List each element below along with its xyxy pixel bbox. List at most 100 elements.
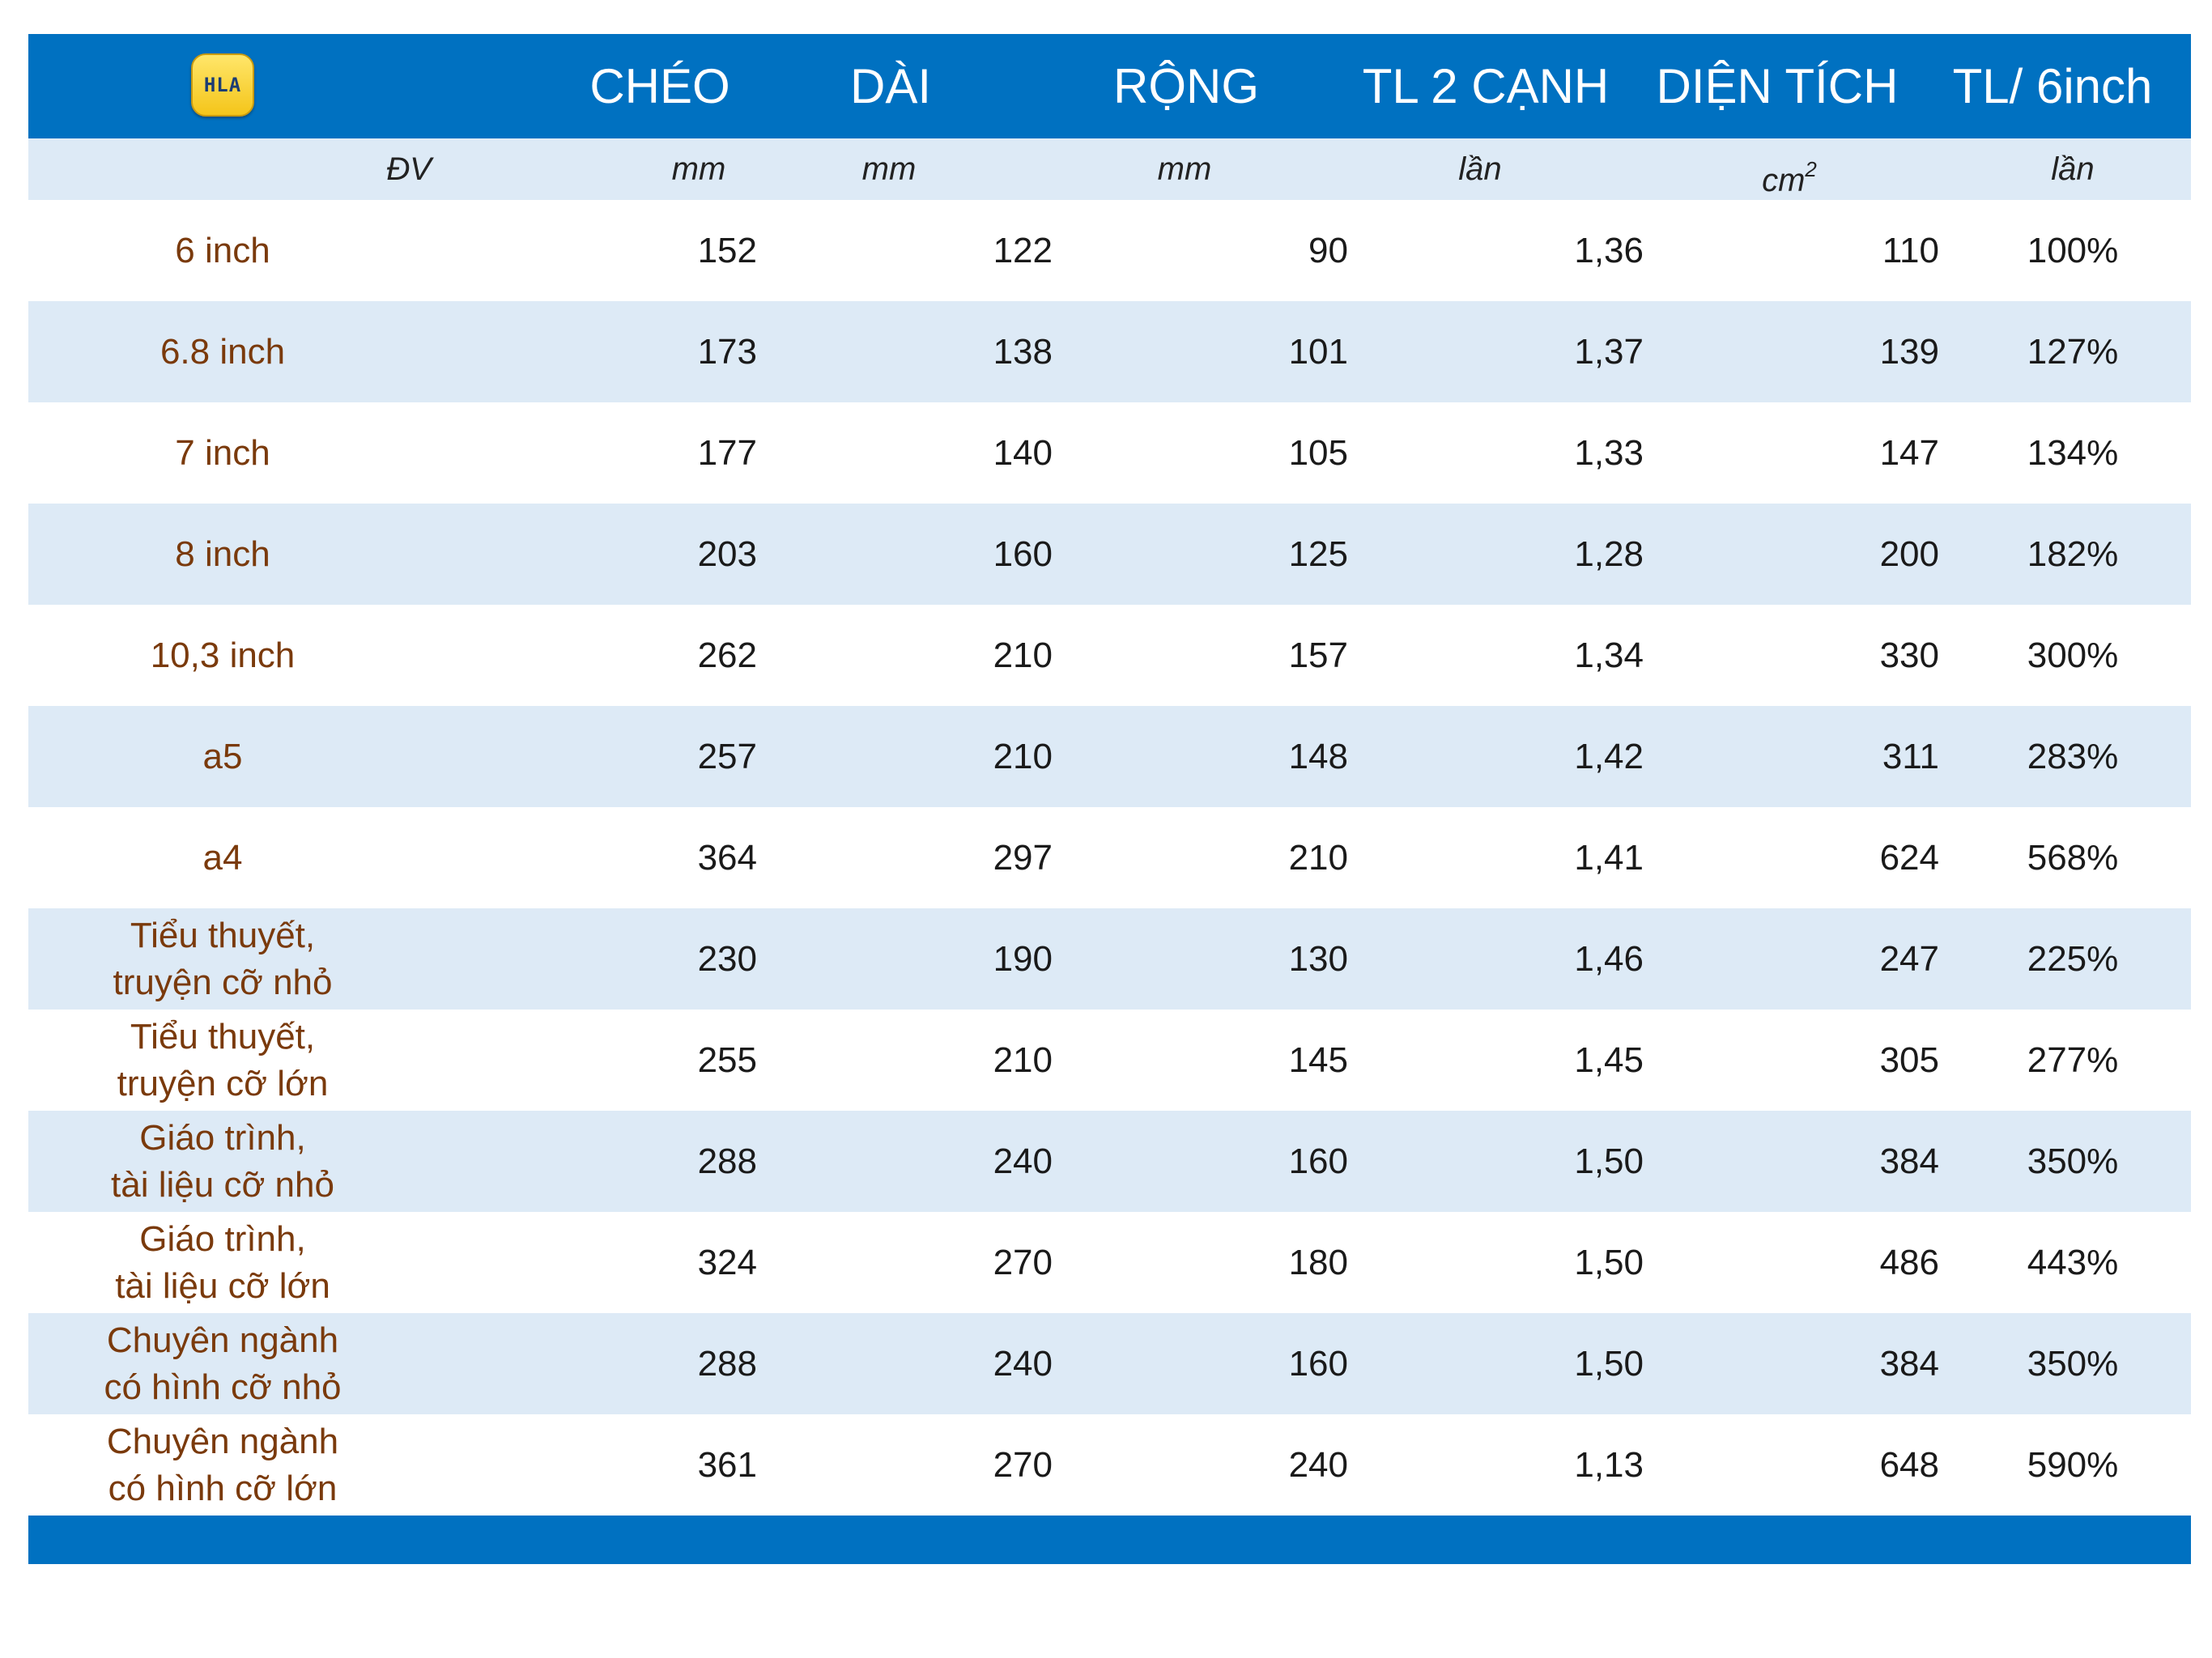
cell-dien-tich: 139 — [1879, 332, 1939, 372]
cell-cheo: 230 — [697, 939, 757, 979]
table-row: Chuyên ngành có hình cỡ nhỏ 288 240 160 1,50… — [28, 1313, 2191, 1414]
cell-dai: 122 — [993, 231, 1053, 270]
cell-tl-6inch: 127% — [2027, 332, 2119, 372]
cell-dai: 270 — [993, 1445, 1053, 1485]
cell-size-name: Tiểu thuyết, truyện cỡ lớn — [117, 1016, 329, 1103]
cell-tl-2-canh: 1,13 — [1574, 1445, 1644, 1485]
table-row: 10,3 inch 262 210 157 1,34 330 300% — [28, 605, 2191, 706]
cell-dai: 210 — [993, 737, 1053, 776]
cell-cheo: 361 — [697, 1445, 757, 1485]
cell-size-name: Giáo trình, tài liệu cỡ nhỏ — [111, 1117, 334, 1205]
cell-rong: 101 — [1288, 332, 1348, 372]
header-tl-6inch: TL/ 6inch — [1952, 59, 2153, 113]
cell-tl-2-canh: 1,34 — [1574, 636, 1644, 675]
cell-tl-6inch: 350% — [2027, 1344, 2119, 1384]
cell-rong: 105 — [1288, 433, 1348, 473]
cell-dai: 297 — [993, 838, 1053, 878]
cell-dien-tich: 247 — [1879, 939, 1939, 979]
cell-rong: 160 — [1288, 1344, 1348, 1384]
cell-cheo: 364 — [697, 838, 757, 878]
cell-size-name: 6.8 inch — [160, 331, 286, 372]
table-row: Tiểu thuyết, truyện cỡ lớn 255 210 145 1,45 3… — [28, 1010, 2191, 1111]
cell-tl-6inch: 100% — [2027, 231, 2119, 270]
cell-dai: 140 — [993, 433, 1053, 473]
cell-tl-6inch: 225% — [2027, 939, 2119, 979]
cell-rong: 130 — [1288, 939, 1348, 979]
cell-tl-2-canh: 1,50 — [1574, 1243, 1644, 1282]
cell-rong: 160 — [1288, 1141, 1348, 1181]
table-row: 6 inch 152 122 90 1,36 110 100% — [28, 200, 2191, 301]
cell-cheo: 288 — [697, 1344, 757, 1384]
cell-tl-6inch: 182% — [2027, 534, 2119, 574]
table-header: HLA CHÉO DÀI RỘNG TL 2 CẠNH DIỆN TÍCH TL… — [28, 34, 2191, 138]
cell-rong: 210 — [1288, 838, 1348, 878]
cell-rong: 90 — [1308, 231, 1348, 270]
table-row: a5 257 210 148 1,42 311 283% — [28, 706, 2191, 807]
cell-rong: 157 — [1288, 636, 1348, 675]
cell-tl-2-canh: 1,45 — [1574, 1040, 1644, 1080]
cell-dien-tich: 330 — [1879, 636, 1939, 675]
cell-size-name: 8 inch — [175, 534, 270, 574]
table-row: Giáo trình, tài liệu cỡ nhỏ 288 240 160 1,50… — [28, 1111, 2191, 1212]
cell-tl-6inch: 300% — [2027, 636, 2119, 675]
unit-rong: mm — [1157, 151, 1212, 187]
cell-tl-2-canh: 1,28 — [1574, 534, 1644, 574]
cell-dien-tich: 648 — [1879, 1445, 1939, 1485]
cell-dien-tich: 384 — [1879, 1141, 1939, 1181]
cell-size-name: Chuyên ngành có hình cỡ nhỏ — [104, 1320, 342, 1407]
cell-tl-2-canh: 1,46 — [1574, 939, 1644, 979]
cell-dai: 190 — [993, 939, 1053, 979]
unit-cm: cm — [1762, 163, 1806, 198]
cell-dien-tich: 110 — [1882, 231, 1939, 270]
cell-tl-6inch: 134% — [2027, 433, 2119, 473]
cell-tl-2-canh: 1,50 — [1574, 1141, 1644, 1181]
cell-dai: 270 — [993, 1243, 1053, 1282]
cell-rong: 145 — [1288, 1040, 1348, 1080]
cell-dien-tich: 486 — [1879, 1243, 1939, 1282]
cell-cheo: 173 — [697, 332, 757, 372]
header-rong: RỘNG — [1113, 59, 1259, 113]
cell-size-name: Chuyên ngành có hình cỡ lớn — [106, 1421, 339, 1508]
header-dien-tich: DIỆN TÍCH — [1656, 59, 1899, 113]
table-row: a4 364 297 210 1,41 624 568% — [28, 807, 2191, 908]
cell-tl-6inch: 568% — [2027, 838, 2119, 878]
hla-logo-icon: HLA — [191, 53, 254, 117]
unit-tl-6inch: lần — [2051, 151, 2095, 187]
cell-dai: 210 — [993, 1040, 1053, 1080]
cell-cheo: 324 — [697, 1243, 757, 1282]
header-dai: DÀI — [849, 59, 932, 113]
cell-dien-tich: 305 — [1879, 1040, 1939, 1080]
unit-cm-exponent: 2 — [1805, 157, 1817, 181]
cell-dien-tich: 147 — [1879, 433, 1939, 473]
cell-size-name: Giáo trình, tài liệu cỡ lớn — [115, 1218, 330, 1306]
cell-cheo: 203 — [697, 534, 757, 574]
header-cheo: CHÉO — [589, 59, 730, 113]
header-tl-2-canh: TL 2 CẠNH — [1362, 59, 1610, 113]
cell-dien-tich: 311 — [1882, 737, 1939, 776]
cell-tl-2-canh: 1,36 — [1574, 231, 1644, 270]
cell-cheo: 288 — [697, 1141, 757, 1181]
cell-rong: 180 — [1288, 1243, 1348, 1282]
cell-tl-6inch: 283% — [2027, 737, 2119, 776]
table-row: 7 inch 177 140 105 1,33 147 134% — [28, 402, 2191, 504]
cell-size-name: 7 inch — [175, 432, 270, 473]
unit-tl-2-canh: lần — [1458, 151, 1502, 187]
cell-tl-6inch: 350% — [2027, 1141, 2119, 1181]
cell-size-name: 6 inch — [175, 230, 270, 270]
cell-tl-2-canh: 1,50 — [1574, 1344, 1644, 1384]
table-row: 6.8 inch 173 138 101 1,37 139 127% — [28, 301, 2191, 402]
cell-dien-tich: 384 — [1879, 1344, 1939, 1384]
cell-tl-2-canh: 1,42 — [1574, 737, 1644, 776]
table-body: 6 inch 152 122 90 1,36 110 100% 6.8 inch 173 138 1… — [28, 200, 2191, 1516]
cell-tl-6inch: 277% — [2027, 1040, 2119, 1080]
cell-rong: 125 — [1288, 534, 1348, 574]
cell-tl-2-canh: 1,41 — [1574, 838, 1644, 878]
cell-tl-2-canh: 1,33 — [1574, 433, 1644, 473]
cell-size-name: Tiểu thuyết, truyện cỡ nhỏ — [113, 915, 333, 1002]
size-comparison-table: HLA CHÉO DÀI RỘNG TL 2 CẠNH DIỆN TÍCH TL… — [28, 34, 2191, 1564]
cell-dai: 240 — [993, 1141, 1053, 1181]
unit-cheo: mm — [671, 151, 726, 187]
unit-dai: mm — [861, 151, 917, 187]
cell-cheo: 152 — [697, 231, 757, 270]
cell-dien-tich: 624 — [1879, 838, 1939, 878]
